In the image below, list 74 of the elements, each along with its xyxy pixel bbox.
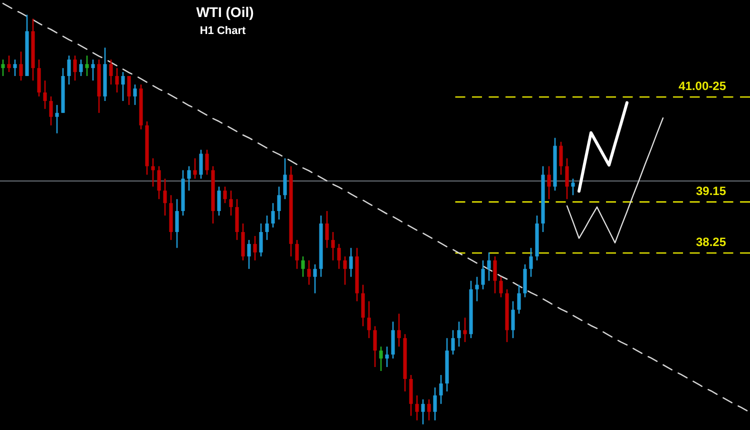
candlestick (247, 239, 251, 270)
candlestick (427, 398, 431, 422)
chart-title: WTI (Oil) (196, 4, 254, 20)
candlestick (217, 186, 221, 216)
candlestick (13, 58, 17, 77)
candlestick (499, 276, 503, 298)
candlestick (199, 149, 203, 180)
candlestick (529, 247, 533, 278)
candlestick (49, 96, 53, 126)
candlestick (451, 330, 455, 356)
candlestick (343, 256, 347, 286)
candlestick (493, 256, 497, 294)
candlestick (325, 210, 329, 249)
candlestick (127, 75, 131, 106)
candlestick (337, 243, 341, 270)
candlestick (265, 214, 269, 241)
candlestick (307, 260, 311, 286)
candlestick (283, 158, 287, 200)
candlestick (1, 58, 5, 77)
candlestick (415, 394, 419, 422)
candlestick (79, 58, 83, 77)
candlestick (295, 239, 299, 270)
candlestick (73, 54, 77, 82)
candlestick (559, 141, 563, 176)
candlestick (223, 186, 227, 204)
candlestick (121, 71, 125, 102)
candlestick (19, 50, 23, 82)
candlestick (421, 398, 425, 425)
candlestick (175, 198, 179, 249)
candlestick (547, 166, 551, 200)
candlestick (481, 260, 485, 290)
candlestick (109, 58, 113, 86)
candlestick (571, 178, 575, 196)
candlestick (373, 326, 377, 368)
candlestick (271, 202, 275, 228)
candlestick (397, 313, 401, 348)
candlestick (133, 84, 137, 106)
candlestick (385, 346, 389, 368)
candlestick (163, 178, 167, 216)
ref-line-label: 38.25 (696, 235, 726, 250)
candlestick (565, 158, 569, 200)
text: H1 Chart (200, 25, 246, 37)
candlestick (367, 300, 371, 339)
candlestick (151, 158, 155, 188)
candlestick (259, 222, 263, 258)
candlestick (187, 166, 191, 192)
candlestick (379, 346, 383, 372)
ref-line-label: 41.00-25 (678, 79, 726, 94)
candlestick (331, 231, 335, 262)
candlestick (313, 264, 317, 294)
candlestick (205, 149, 209, 176)
candlestick (253, 235, 257, 262)
candlestick (67, 54, 71, 86)
candlestick (229, 190, 233, 216)
candlestick (349, 247, 353, 278)
candlestick (487, 252, 491, 282)
candlestick (43, 80, 47, 110)
ref-line-label: 39.15 (696, 184, 726, 198)
candlestick (193, 158, 197, 180)
candlestick (115, 67, 119, 94)
candlestick (85, 54, 89, 77)
candlestick (157, 166, 161, 200)
candlestick (433, 386, 437, 422)
candlestick (457, 321, 461, 348)
candlestick (463, 317, 467, 343)
candlestick (301, 256, 305, 278)
candlestick (55, 104, 59, 134)
candlestick (439, 374, 443, 405)
candlestick (475, 276, 479, 302)
candlestick (91, 58, 95, 82)
candlestick (277, 186, 281, 220)
candlestick (511, 300, 515, 339)
candlestick (517, 284, 521, 314)
candlestick (7, 54, 11, 73)
